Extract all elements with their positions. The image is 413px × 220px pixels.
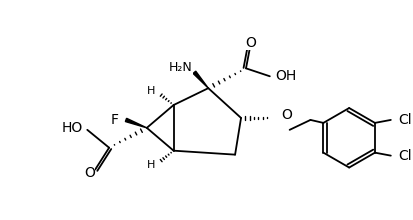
Text: O: O bbox=[245, 36, 256, 50]
Text: H: H bbox=[147, 160, 155, 170]
Polygon shape bbox=[192, 71, 208, 88]
Text: H₂N: H₂N bbox=[168, 61, 192, 74]
Text: OH: OH bbox=[274, 69, 295, 83]
Text: Cl: Cl bbox=[398, 113, 411, 127]
Text: HO: HO bbox=[62, 121, 83, 135]
Text: O: O bbox=[84, 167, 95, 180]
Text: F: F bbox=[111, 113, 119, 127]
Text: H: H bbox=[147, 86, 155, 96]
Polygon shape bbox=[125, 118, 147, 128]
Text: O: O bbox=[281, 108, 292, 122]
Text: Cl: Cl bbox=[398, 149, 411, 163]
